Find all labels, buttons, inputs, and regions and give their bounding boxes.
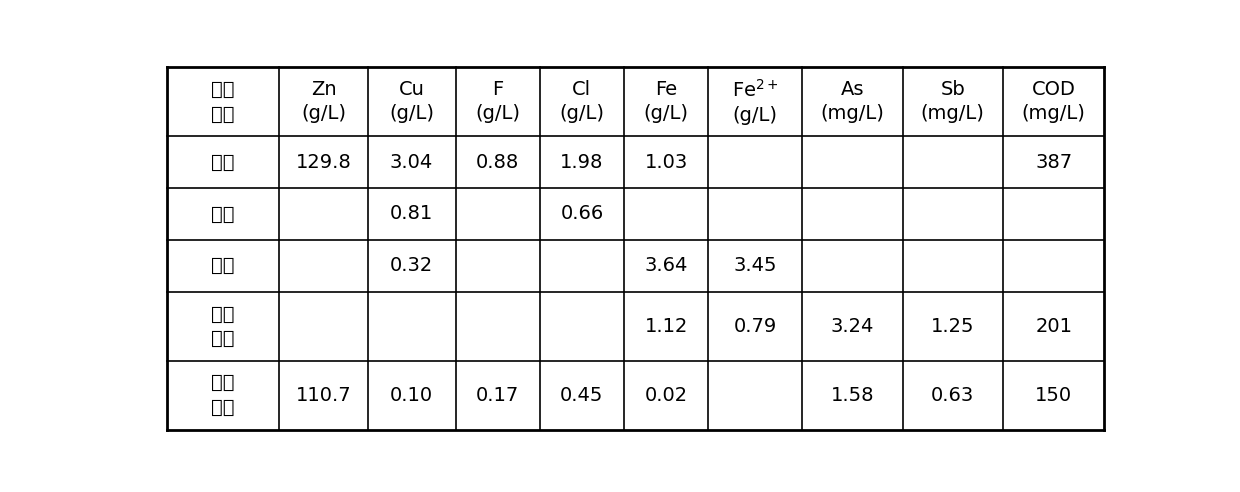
Text: 沉铜: 沉铜 xyxy=(211,256,234,275)
Text: 3.04: 3.04 xyxy=(389,153,433,172)
Text: 0.63: 0.63 xyxy=(931,386,975,404)
Text: 0.88: 0.88 xyxy=(476,153,520,172)
Text: 110.7: 110.7 xyxy=(295,386,351,404)
Text: 工序
元素: 工序 元素 xyxy=(211,80,234,123)
Text: 1.25: 1.25 xyxy=(931,316,975,336)
Text: 一次
沉矾: 一次 沉矾 xyxy=(211,305,234,348)
Text: 1.03: 1.03 xyxy=(645,153,688,172)
Text: 3.24: 3.24 xyxy=(831,316,874,336)
Text: 1.12: 1.12 xyxy=(645,316,688,336)
Text: 1.98: 1.98 xyxy=(560,153,604,172)
Text: 3.64: 3.64 xyxy=(645,256,688,275)
Text: Zn
(g/L): Zn (g/L) xyxy=(301,80,346,123)
Text: 1.58: 1.58 xyxy=(831,386,874,404)
Text: 二次
沉矾: 二次 沉矾 xyxy=(211,373,234,417)
Text: 0.32: 0.32 xyxy=(389,256,433,275)
Text: 中和: 中和 xyxy=(211,153,234,172)
Text: 150: 150 xyxy=(1035,386,1073,404)
Text: As
(mg/L): As (mg/L) xyxy=(821,80,884,123)
Text: 0.66: 0.66 xyxy=(560,205,604,223)
Text: Cl
(g/L): Cl (g/L) xyxy=(559,80,604,123)
Text: 0.10: 0.10 xyxy=(391,386,433,404)
Text: F
(g/L): F (g/L) xyxy=(475,80,521,123)
Text: 除氯: 除氯 xyxy=(211,205,234,223)
Text: 0.45: 0.45 xyxy=(560,386,604,404)
Text: 0.02: 0.02 xyxy=(645,386,688,404)
Text: 0.79: 0.79 xyxy=(734,316,776,336)
Text: 0.17: 0.17 xyxy=(476,386,520,404)
Text: COD
(mg/L): COD (mg/L) xyxy=(1022,80,1086,123)
Text: 129.8: 129.8 xyxy=(295,153,351,172)
Text: 387: 387 xyxy=(1035,153,1073,172)
Text: 201: 201 xyxy=(1035,316,1073,336)
Text: 0.81: 0.81 xyxy=(389,205,433,223)
Text: Fe$^{2+}$
(g/L): Fe$^{2+}$ (g/L) xyxy=(732,79,779,125)
Text: 3.45: 3.45 xyxy=(733,256,777,275)
Text: Fe
(g/L): Fe (g/L) xyxy=(644,80,688,123)
Text: Sb
(mg/L): Sb (mg/L) xyxy=(921,80,985,123)
Text: Cu
(g/L): Cu (g/L) xyxy=(389,80,434,123)
